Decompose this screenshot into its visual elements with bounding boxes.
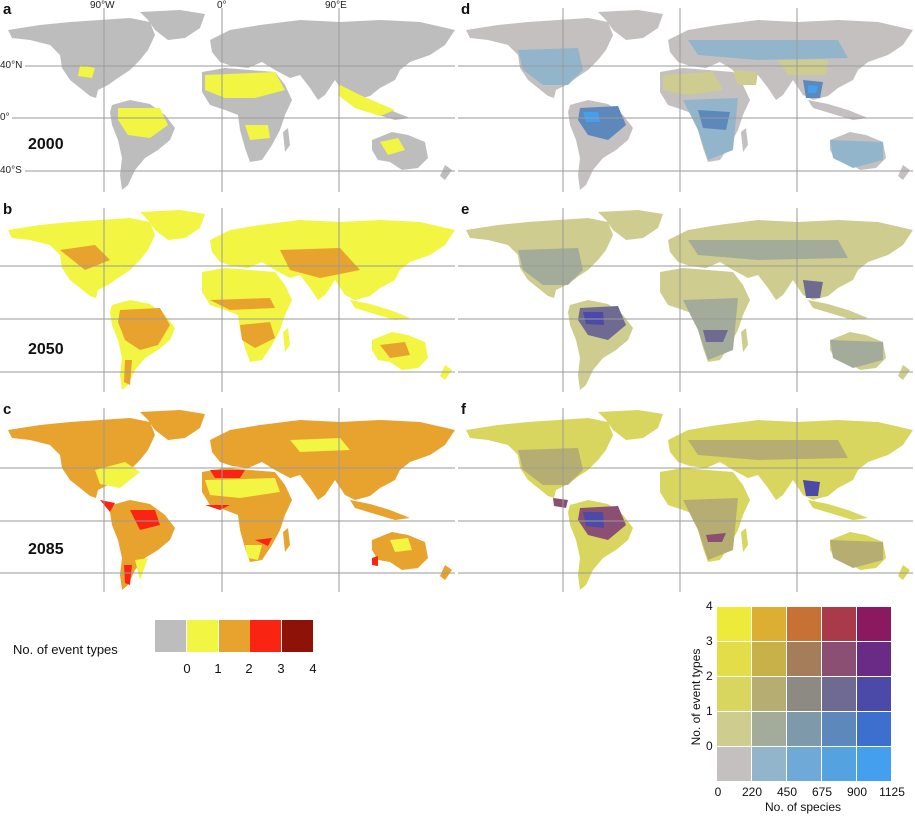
event-swatch-1: [187, 620, 218, 652]
world-map-c: [0, 408, 455, 592]
biv-cell: [857, 607, 891, 641]
biv-cell: [787, 607, 821, 641]
biv-cell: [787, 677, 821, 711]
biv-xtick-900: 900: [846, 785, 868, 799]
event-swatch-0: [155, 620, 186, 652]
biv-cell: [752, 747, 786, 781]
biv-cell: [857, 712, 891, 746]
biv-xtick-450: 450: [776, 785, 798, 799]
map-panel-d: d: [458, 0, 913, 195]
event-swatch-2: [219, 620, 250, 652]
biv-xtick-1125: 1125: [879, 785, 905, 799]
lon-label-90e: 90°E: [325, 0, 347, 11]
map-panel-a: a 2000 90°W 0° 90°E 40°N 0° 40°S: [0, 0, 455, 195]
biv-cell: [717, 642, 751, 676]
event-legend-title: No. of event types: [13, 642, 118, 657]
biv-cell: [857, 677, 891, 711]
year-label-2000: 2000: [28, 136, 64, 153]
biv-cell: [752, 607, 786, 641]
biv-cell: [822, 607, 856, 641]
biv-cell: [857, 747, 891, 781]
bivariate-grid: [717, 607, 892, 782]
panel-label-e: e: [461, 201, 470, 218]
biv-cell: [822, 677, 856, 711]
biv-cell: [752, 642, 786, 676]
biv-ylabel: No. of event types: [689, 648, 703, 746]
bivariate-legend: 4 3 2 1 0 0 220 450 675 900 1125 No. of …: [660, 595, 915, 817]
biv-ytick-1: 1: [706, 704, 713, 718]
biv-xtick-675: 675: [811, 785, 833, 799]
map-panel-e: e: [458, 200, 913, 395]
year-label-2050: 2050: [28, 341, 64, 358]
biv-xtick-220: 220: [741, 785, 763, 799]
lon-label-90w: 90°W: [90, 0, 115, 11]
world-map-f: [458, 408, 913, 592]
biv-cell: [752, 677, 786, 711]
biv-xtick-0: 0: [714, 785, 722, 799]
map-panel-f: f: [458, 400, 913, 595]
biv-cell: [717, 747, 751, 781]
event-types-legend: No. of event types 0 1 2 3 4: [0, 600, 460, 700]
biv-cell: [857, 642, 891, 676]
event-tick-2: 2: [245, 661, 253, 676]
year-label-2085: 2085: [28, 541, 64, 558]
event-swatch-3: [250, 620, 281, 652]
biv-cell: [752, 712, 786, 746]
lat-label-40n: 40°N: [0, 60, 23, 71]
biv-cell: [822, 747, 856, 781]
event-tick-4: 4: [309, 661, 317, 676]
biv-ytick-3: 3: [706, 634, 713, 648]
biv-cell: [717, 677, 751, 711]
map-panel-c: c 2085: [0, 400, 455, 595]
biv-ytick-4: 4: [706, 599, 713, 613]
biv-cell: [822, 712, 856, 746]
event-tick-0: 0: [183, 661, 191, 676]
biv-xlabel: No. of species: [765, 800, 842, 814]
event-tick-3: 3: [277, 661, 285, 676]
lat-label-40s: 40°S: [0, 165, 22, 176]
panel-label-c: c: [3, 401, 12, 418]
world-map-e: [458, 208, 913, 392]
panel-label-d: d: [461, 1, 471, 18]
panel-label-f: f: [461, 401, 466, 418]
panel-label-b: b: [3, 201, 13, 218]
lat-label-0: 0°: [0, 112, 10, 123]
panel-label-a: a: [3, 1, 12, 18]
biv-ytick-2: 2: [706, 669, 713, 683]
world-map-b: [0, 208, 455, 392]
biv-cell: [717, 712, 751, 746]
event-tick-1: 1: [214, 661, 222, 676]
biv-cell: [787, 642, 821, 676]
map-panel-b: b 2050: [0, 200, 455, 395]
biv-cell: [787, 712, 821, 746]
world-map-d: [458, 8, 913, 192]
lon-label-0: 0°: [217, 0, 227, 11]
world-map-a: [8, 8, 455, 192]
biv-cell: [787, 747, 821, 781]
event-swatch-4: [282, 620, 313, 652]
biv-cell: [822, 642, 856, 676]
biv-cell: [717, 607, 751, 641]
biv-ytick-0: 0: [706, 739, 713, 753]
